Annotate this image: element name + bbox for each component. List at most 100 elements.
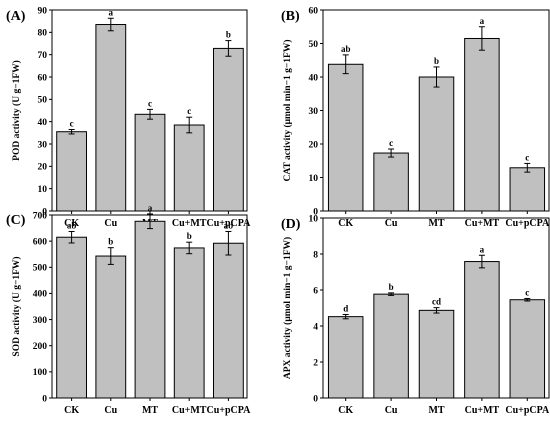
significance-letter: cd xyxy=(432,297,441,307)
x-tick-label: CK xyxy=(338,405,353,416)
x-tick-label: MT xyxy=(428,218,444,229)
significance-letter: b xyxy=(434,56,439,66)
y-tick-label: 60 xyxy=(38,73,48,83)
y-tick-label: 0 xyxy=(42,394,47,404)
y-tick-label: 40 xyxy=(38,118,48,128)
bar xyxy=(418,309,455,399)
y-tick-label: 0 xyxy=(313,207,318,217)
bar xyxy=(134,113,166,212)
significance-letter: b xyxy=(226,30,231,40)
y-tick-label: 40 xyxy=(309,73,319,83)
significance-letter: a xyxy=(480,244,485,254)
significance-letter: c xyxy=(389,138,393,148)
significance-letter: ab xyxy=(224,220,234,230)
y-axis-label: APX activity (μmol min−1 g−1FW) xyxy=(282,237,293,379)
significance-letter: b xyxy=(389,282,394,292)
y-tick-label: 90 xyxy=(38,6,48,16)
x-tick-label: CK xyxy=(64,405,79,416)
y-axis-label: POD activity (U g−1FW) xyxy=(11,60,22,161)
y-tick-label: 600 xyxy=(33,237,48,247)
bar xyxy=(173,124,205,212)
y-tick-label: 10 xyxy=(309,174,319,184)
y-tick-label: 10 xyxy=(309,214,319,224)
bar xyxy=(418,76,455,212)
significance-letter: a xyxy=(109,7,114,17)
y-tick-label: 10 xyxy=(38,185,48,195)
chart-panel-a: (A)0102030405060708090cCKaCucMTcCu+MTbCu… xyxy=(6,6,251,229)
chart-panel-c: (C)0100200300400500600700abCKbCuaMTbCu+M… xyxy=(6,203,251,416)
x-tick-label: Cu+MT xyxy=(465,218,500,229)
bar xyxy=(373,152,409,212)
y-tick-label: 50 xyxy=(38,96,48,106)
significance-letter: c xyxy=(70,118,74,128)
bar xyxy=(327,316,364,399)
x-tick-label: Cu+pCPA xyxy=(505,405,550,416)
bar xyxy=(56,236,87,399)
y-axis-label: SOD activity (U g−1FW) xyxy=(11,256,22,356)
bar xyxy=(173,247,205,399)
bar xyxy=(509,167,546,212)
significance-letter: c xyxy=(525,152,529,162)
significance-letter: a xyxy=(480,16,485,26)
significance-letter: a xyxy=(148,203,153,213)
significance-letter: c xyxy=(187,106,191,116)
x-tick-label: Cu+pCPA xyxy=(505,218,550,229)
x-tick-label: Cu xyxy=(385,405,398,416)
y-tick-label: 700 xyxy=(33,211,48,221)
y-tick-label: 30 xyxy=(38,140,48,150)
y-tick-label: 200 xyxy=(33,342,48,352)
bar xyxy=(95,24,127,212)
significance-letter: c xyxy=(525,287,529,297)
y-tick-label: 500 xyxy=(33,264,48,274)
y-tick-label: 400 xyxy=(33,290,48,300)
bar xyxy=(464,261,500,399)
significance-letter: b xyxy=(108,237,113,247)
x-tick-label: CK xyxy=(64,218,79,229)
bar xyxy=(464,37,500,212)
bar xyxy=(213,47,244,212)
panel-label: (A) xyxy=(6,9,26,24)
x-tick-label: Cu xyxy=(385,218,398,229)
bar xyxy=(56,131,87,212)
y-tick-label: 2 xyxy=(313,358,318,368)
y-tick-label: 50 xyxy=(309,40,319,50)
x-tick-label: CK xyxy=(338,218,353,229)
y-tick-label: 20 xyxy=(309,140,319,150)
y-axis-label: CAT activity (μmol min−1 g−1FW) xyxy=(282,40,293,182)
y-tick-label: 80 xyxy=(38,29,48,39)
x-tick-label: MT xyxy=(142,405,158,416)
y-tick-label: 0 xyxy=(313,394,318,404)
bar xyxy=(134,220,166,399)
significance-letter: b xyxy=(187,231,192,241)
y-tick-label: 8 xyxy=(313,250,318,260)
panel-label: (D) xyxy=(281,217,301,232)
y-tick-label: 4 xyxy=(313,322,318,332)
chart-panel-b: (B)0102030405060abCKcCubMTaCu+MTcCu+pCPA… xyxy=(281,6,550,229)
significance-letter: ab xyxy=(67,220,77,230)
x-tick-label: Cu+pCPA xyxy=(206,405,251,416)
chart-panel-d: (D) 0 2 4 6 8 10 d CK b Cu cd MT a Cu+MT c Cu+pCPA APX ac… xyxy=(281,214,550,416)
x-tick-label: Cu+pCPA xyxy=(206,218,251,229)
y-tick-label: 20 xyxy=(38,163,48,173)
bar xyxy=(95,255,127,399)
significance-letter: ab xyxy=(341,44,351,54)
y-tick-label: 300 xyxy=(33,316,48,326)
x-tick-label: Cu+MT xyxy=(465,405,500,416)
x-tick-label: MT xyxy=(428,405,444,416)
x-tick-label: Cu xyxy=(104,218,117,229)
y-tick-label: 0 xyxy=(42,207,47,217)
y-tick-label: 60 xyxy=(309,6,319,16)
significance-letter: d xyxy=(343,303,348,313)
x-tick-label: Cu+MT xyxy=(172,218,207,229)
y-tick-label: 6 xyxy=(313,286,318,296)
y-tick-label: 70 xyxy=(38,51,48,61)
bar xyxy=(213,242,244,399)
x-tick-label: Cu xyxy=(104,405,117,416)
bar xyxy=(373,293,409,399)
bar xyxy=(509,299,546,399)
panel-label: (C) xyxy=(6,213,26,228)
panel-label: (B) xyxy=(281,9,300,24)
y-tick-label: 100 xyxy=(33,368,48,378)
x-tick-label: Cu+MT xyxy=(172,405,207,416)
